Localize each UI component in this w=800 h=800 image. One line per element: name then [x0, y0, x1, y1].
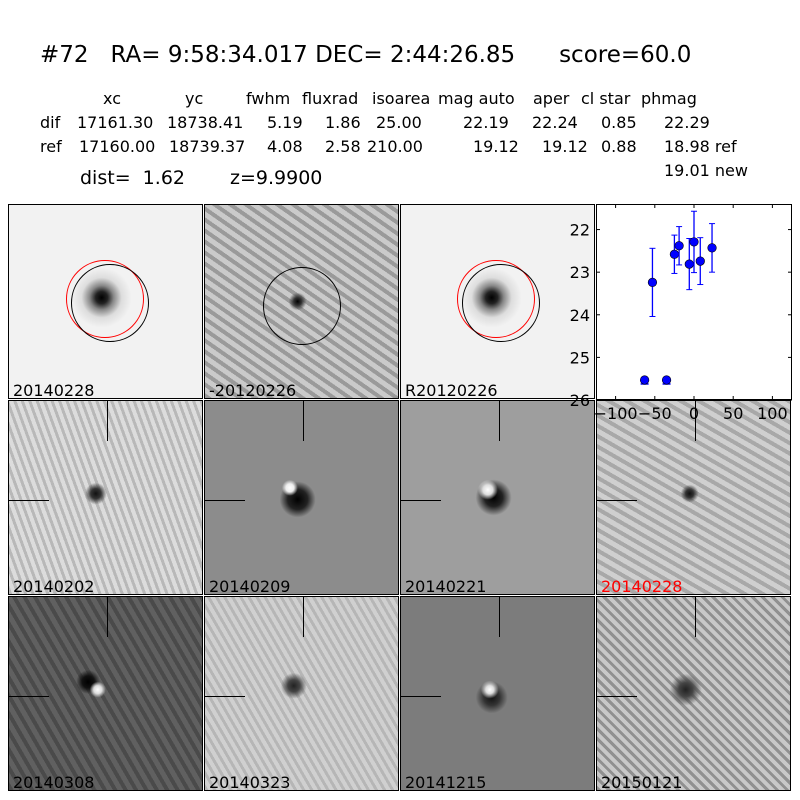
stamp-date-label: 20150121: [601, 773, 683, 791]
y-tick-label: 25: [570, 348, 590, 367]
table-cell: 1.86: [325, 113, 361, 132]
crosshair-horizontal: [597, 696, 637, 697]
table-cell: 2.58: [325, 137, 361, 156]
data-point: [669, 249, 679, 259]
stamp-date-label: 20140228: [13, 381, 95, 399]
crosshair-vertical: [695, 401, 696, 441]
image-stamp: 20140202: [8, 400, 203, 595]
table-cell: 22.29: [664, 113, 710, 132]
table-cell: 0.88: [601, 137, 637, 156]
x-tick-label: 100: [757, 404, 788, 423]
table-cell: 18738.41: [167, 113, 244, 132]
image-stamp: 20140209: [204, 400, 399, 595]
stamp-date-label: 20141215: [405, 773, 487, 791]
crosshair-vertical: [107, 401, 108, 441]
column-header: mag auto: [438, 89, 515, 108]
stamp-date-label: 20140209: [209, 577, 291, 595]
table-cell: 5.19: [267, 113, 303, 132]
x-tick-label: 50: [723, 404, 743, 423]
image-stamp: 20141215: [400, 596, 595, 791]
stamp-date-label: 20140308: [13, 773, 95, 791]
crosshair-horizontal: [597, 500, 637, 501]
table-cell: 25.00: [376, 113, 422, 132]
upper-limit-point: [661, 375, 672, 385]
image-stamp: 20140228: [596, 400, 791, 595]
crosshair-vertical: [303, 597, 304, 637]
data-point: [689, 237, 699, 247]
table-cell: 17160.00: [79, 137, 156, 156]
table-cell: 19.12: [542, 137, 588, 156]
y-tick-label: 24: [570, 306, 590, 325]
crosshair-vertical: [107, 597, 108, 637]
table-cell: 4.08: [267, 137, 303, 156]
stamp-date-label: 20140202: [13, 577, 95, 595]
table-cell: 210.00: [367, 137, 423, 156]
stamp-date-label: 20140323: [209, 773, 291, 791]
upper-limit-point: [640, 375, 650, 385]
table-cell: 18739.37: [169, 137, 246, 156]
crosshair-horizontal: [401, 696, 441, 697]
column-header: fwhm: [246, 89, 291, 108]
stamp-date-label: -20120226: [209, 381, 297, 399]
image-stamp: 20140308: [8, 596, 203, 791]
crosshair-horizontal: [401, 500, 441, 501]
y-tick-label: 23: [570, 263, 590, 282]
crosshair-vertical: [499, 597, 500, 637]
image-stamp: 20140221: [400, 400, 595, 595]
crosshair-vertical: [695, 597, 696, 637]
column-header: xc: [103, 89, 121, 108]
aperture-circle: [71, 264, 149, 342]
table-cell: 22.24: [532, 113, 578, 132]
crosshair-vertical: [303, 401, 304, 441]
phmag-new: 19.01 new: [664, 161, 748, 180]
column-header: phmag: [641, 89, 697, 108]
row-label: dif: [40, 113, 61, 132]
image-stamp: 20140228: [8, 204, 203, 399]
crosshair-vertical: [499, 401, 500, 441]
dist-value: dist= 1.62: [80, 167, 185, 189]
crosshair-horizontal: [9, 696, 49, 697]
column-header: yc: [185, 89, 204, 108]
data-point: [684, 259, 694, 269]
light-curve-plot: −100 −50 0 50 100 22 23 24 25 26: [570, 204, 792, 423]
z-value: z=9.9900: [230, 167, 323, 189]
aperture-circle: [462, 264, 540, 342]
crosshair-horizontal: [9, 500, 49, 501]
image-stamp: -20120226: [204, 204, 399, 399]
image-stamp: R20120226: [400, 204, 595, 399]
stamp-date-label: 20140221: [405, 577, 487, 595]
table-cell: 22.19: [463, 113, 509, 132]
y-tick-label: 22: [570, 221, 590, 240]
column-header: isoarea: [372, 89, 431, 108]
crosshair-horizontal: [205, 696, 245, 697]
row-label: ref: [40, 137, 62, 156]
data-point: [674, 241, 684, 251]
stamp-date-label: R20120226: [405, 381, 498, 399]
table-cell: 0.85: [601, 113, 637, 132]
data-point: [707, 243, 717, 253]
table-cell: 19.12: [473, 137, 519, 156]
y-tick-label: 26: [570, 391, 590, 410]
x-tick-label: 0: [689, 404, 699, 423]
data-point: [695, 256, 705, 266]
table-cell: 18.98 ref: [664, 137, 737, 156]
x-tick-label: −100: [594, 404, 638, 423]
image-stamp: 20140323: [204, 596, 399, 791]
candidate-title: #72 RA= 9:58:34.017 DEC= 2:44:26.85 scor…: [40, 42, 692, 68]
table-cell: 17161.30: [77, 113, 154, 132]
crosshair-horizontal: [205, 500, 245, 501]
column-header: cl star: [581, 89, 631, 108]
x-tick-label: −50: [638, 404, 672, 423]
data-point: [647, 277, 658, 287]
column-header: fluxrad: [302, 89, 359, 108]
stamp-date-label: 20140228: [601, 577, 683, 595]
column-header: aper: [533, 89, 570, 108]
image-stamp: 20150121: [596, 596, 791, 791]
aperture-circle: [263, 267, 341, 345]
